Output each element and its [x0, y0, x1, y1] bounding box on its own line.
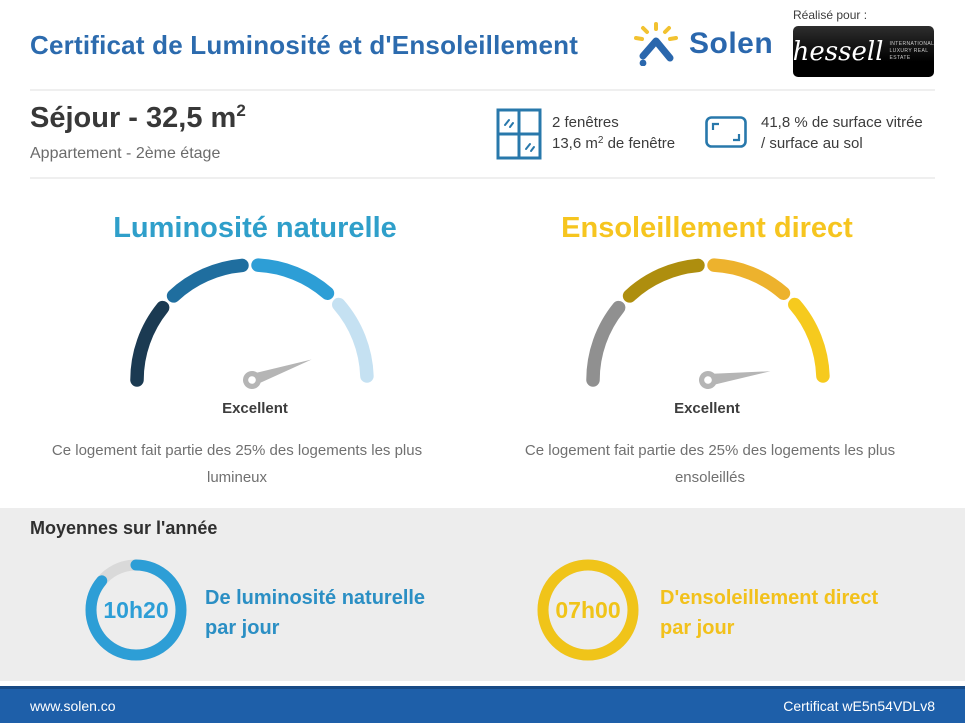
room-area-exponent: 2	[236, 101, 246, 120]
sunlight-gauge-title: Ensoleillement direct	[561, 212, 853, 244]
partner-logo: hessell INTERNATIONAL LUXURY REAL ESTATE	[793, 26, 934, 77]
solen-logo: Solen	[633, 22, 773, 66]
footer-bar: www.solen.co Certificat wE5n54VDLv8	[0, 686, 965, 723]
partner-tagline: INTERNATIONAL LUXURY REAL ESTATE	[889, 41, 935, 61]
glazing-ratio-2: / surface au sol	[761, 135, 863, 152]
room-title: Séjour - 32,5 m2	[30, 101, 246, 134]
sunlight-ring-label: D'ensoleillement direct par jour	[660, 587, 879, 639]
luminosity-gauge	[130, 258, 374, 389]
sunlight-hours: 07h00	[555, 596, 621, 623]
glazing-info: 41,8 % de surface vitrée / surface au so…	[761, 112, 923, 154]
luminosity-gauge-title: Luminosité naturelle	[113, 212, 397, 244]
sunlight-gauge	[586, 258, 830, 389]
glazing-ratio: 41,8 % de surface vitrée	[761, 114, 923, 131]
floor-surface-icon	[705, 116, 747, 148]
windows-info: 2 fenêtres 13,6 m2 de fenêtre	[552, 112, 675, 156]
luminosity-rating: Excellent	[222, 400, 288, 417]
sunlight-rating: Excellent	[674, 400, 740, 417]
brand-name: Solen	[689, 27, 774, 60]
luminosity-ring-label: De luminosité naturelle par jour	[205, 587, 426, 639]
window-icon	[496, 108, 542, 160]
page-title: Certificat de Luminosité et d'Ensoleille…	[30, 30, 579, 60]
sunlight-description: Ce logement fait partie des 25% des loge…	[524, 442, 896, 486]
solen-sun-house-icon	[634, 22, 678, 66]
averages-title: Moyennes sur l'année	[30, 518, 218, 538]
sunlight-ring	[537, 559, 639, 661]
partner-name: hessell	[792, 36, 884, 67]
made-for-label: Réalisé pour :	[793, 8, 868, 22]
luminosity-ring	[85, 559, 187, 661]
footer-website: www.solen.co	[30, 698, 116, 714]
room-subtitle: Appartement - 2ème étage	[30, 145, 221, 162]
footer-certificate-id: Certificat wE5n54VDLv8	[783, 698, 935, 714]
room-divider	[30, 177, 935, 179]
sunlight-gauge-needle	[699, 371, 771, 389]
header-divider	[30, 89, 935, 91]
windows-count: 2 fenêtres	[552, 114, 619, 131]
luminosity-gauge-needle	[243, 359, 312, 389]
luminosity-hours: 10h20	[103, 596, 169, 623]
windows-area: 13,6 m2 de fenêtre	[552, 135, 676, 152]
luminosity-description: Ce logement fait partie des 25% des loge…	[51, 442, 423, 486]
